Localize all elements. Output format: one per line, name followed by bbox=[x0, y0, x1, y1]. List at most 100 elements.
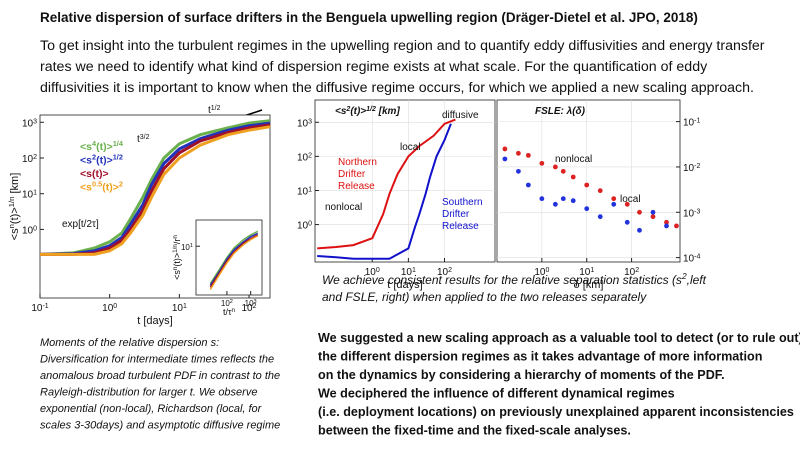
x-tick-label: 10-1 bbox=[31, 303, 48, 315]
annotation: t3/2 bbox=[137, 134, 150, 146]
y-axis-label-part: [km] bbox=[9, 173, 21, 197]
x-tick-label: 102 bbox=[221, 299, 233, 308]
annotation: t1/2 bbox=[208, 105, 221, 117]
curve bbox=[40, 125, 271, 256]
title: Relative dispersion of surface drifters … bbox=[40, 10, 698, 25]
x-tick-label-part: 1 bbox=[412, 267, 416, 274]
y-tick-label: 102 bbox=[297, 152, 312, 164]
text-line: scales 3-30days) and asymptotic diffusiv… bbox=[40, 420, 280, 432]
annotation: Release bbox=[338, 181, 375, 192]
legend-entry-part: 1/2 bbox=[113, 152, 123, 161]
point bbox=[525, 152, 531, 158]
annotation-part: Drifter bbox=[338, 169, 366, 180]
x-axis-label: t/τn bbox=[223, 307, 236, 318]
x-tick-label-part: 10 bbox=[534, 267, 546, 278]
annotation-part: Drifter bbox=[442, 209, 470, 220]
x-tick-label-part: 10 bbox=[102, 303, 114, 314]
x-axis-label: δ [km] bbox=[574, 279, 604, 291]
annotation-part: nonlocal bbox=[325, 202, 362, 213]
annotation: Drifter bbox=[442, 209, 470, 220]
point bbox=[674, 223, 679, 229]
y-tick-label-part: -4 bbox=[694, 253, 700, 260]
y-tick-label-part: 0 bbox=[308, 220, 312, 227]
y-tick-label: 10-3 bbox=[683, 208, 700, 220]
y-tick-label: 103 bbox=[297, 118, 312, 129]
annotation-part: local bbox=[400, 142, 421, 153]
annotation-part: t bbox=[208, 105, 211, 116]
panel-title-part: [km] bbox=[376, 106, 401, 117]
y-tick-label: 10-4 bbox=[683, 253, 700, 265]
y-tick-label-part: 1 bbox=[33, 189, 37, 196]
legend-entry-part: 2 bbox=[119, 179, 123, 188]
x-tick-label: 101 bbox=[579, 267, 594, 279]
y-tick-label: 101 bbox=[297, 186, 312, 198]
x-tick-label-part: 10 bbox=[221, 299, 230, 308]
legend-entry: <s0.5(t)>2 bbox=[80, 179, 123, 194]
x-tick-label: 102 bbox=[624, 267, 639, 279]
legend-entry-part: 2 bbox=[92, 152, 96, 161]
caption-part: 2 bbox=[681, 271, 687, 281]
y-tick-label-part: 10 bbox=[22, 154, 34, 165]
point bbox=[597, 188, 603, 194]
x-tick-label: 101 bbox=[172, 303, 187, 315]
x-axis-label-part: t/τ bbox=[223, 307, 232, 317]
annotation: nonlocal bbox=[555, 154, 592, 165]
y-axis-label: <sn(t)>1/n/rn bbox=[172, 235, 183, 280]
curve bbox=[209, 232, 259, 286]
annotation: nonlocal bbox=[325, 202, 362, 213]
annotation-part: 3/2 bbox=[140, 134, 150, 141]
annotation: Release bbox=[442, 221, 479, 232]
y-axis-label: <sn(t)>1/n [km] bbox=[7, 173, 22, 241]
point bbox=[539, 160, 545, 166]
x-tick-label-part: 10 bbox=[401, 267, 413, 278]
point bbox=[611, 201, 617, 207]
point bbox=[570, 198, 576, 204]
point bbox=[539, 196, 545, 202]
x-tick-label-part: 2 bbox=[635, 267, 639, 274]
curve bbox=[317, 123, 452, 260]
legend-entry: <s(t)> bbox=[80, 168, 109, 180]
y-tick-label-part: 10 bbox=[297, 152, 309, 163]
x-tick-label: 100 bbox=[102, 303, 117, 315]
y-tick-label: 10-2 bbox=[683, 162, 700, 174]
point bbox=[650, 214, 656, 220]
text-line: Diversification for intermediate times r… bbox=[40, 354, 274, 366]
point bbox=[552, 164, 558, 170]
annotation-part: local bbox=[620, 194, 641, 205]
point bbox=[637, 227, 642, 233]
panel-title: FSLE: λ(δ) bbox=[535, 106, 586, 117]
y-axis-label-part: 1/n bbox=[7, 197, 16, 208]
legend-entry-part: (t)> bbox=[96, 141, 113, 153]
y-axis-label-part: <s bbox=[9, 228, 21, 240]
x-tick-label-part: 0 bbox=[545, 267, 549, 274]
legend-entry-part: <s(t)> bbox=[80, 168, 109, 180]
point bbox=[624, 201, 630, 207]
panel-title-part: FSLE: λ(δ) bbox=[535, 106, 586, 117]
x-axis-label-part: t [days] bbox=[387, 279, 422, 291]
point bbox=[664, 219, 669, 225]
legend-entry-part: 0.5 bbox=[92, 179, 102, 188]
annotation-part: diffusive bbox=[442, 110, 479, 121]
y-axis-label-part: (t)> bbox=[9, 207, 21, 224]
point bbox=[516, 168, 521, 174]
x-tick-label-part: 0 bbox=[113, 303, 117, 310]
plot-frame bbox=[496, 99, 681, 263]
legend-entry-part: 1/4 bbox=[113, 139, 124, 148]
annotation-part: 1/2 bbox=[211, 105, 221, 112]
legend-entry-part: <s bbox=[80, 182, 92, 194]
y-tick-label-part: 10 bbox=[683, 163, 695, 174]
plot-frame bbox=[314, 99, 496, 263]
y-tick-label-part: 2 bbox=[33, 153, 37, 160]
y-tick-label: 100 bbox=[297, 220, 312, 232]
text-line: (i.e. deployment locations) on previousl… bbox=[318, 405, 794, 419]
curve bbox=[39, 121, 271, 256]
caption: and FSLE, right) when applied to the two… bbox=[322, 290, 647, 304]
x-tick-label-part: 10 bbox=[579, 267, 591, 278]
annotation: local bbox=[620, 194, 641, 205]
y-tick-label-part: 10 bbox=[683, 208, 695, 219]
annotation-part: nonlocal bbox=[555, 154, 592, 165]
y-tick-label: 101 bbox=[22, 189, 37, 201]
y-tick-label-part: -3 bbox=[694, 208, 700, 215]
x-tick-label: 100 bbox=[365, 267, 380, 279]
